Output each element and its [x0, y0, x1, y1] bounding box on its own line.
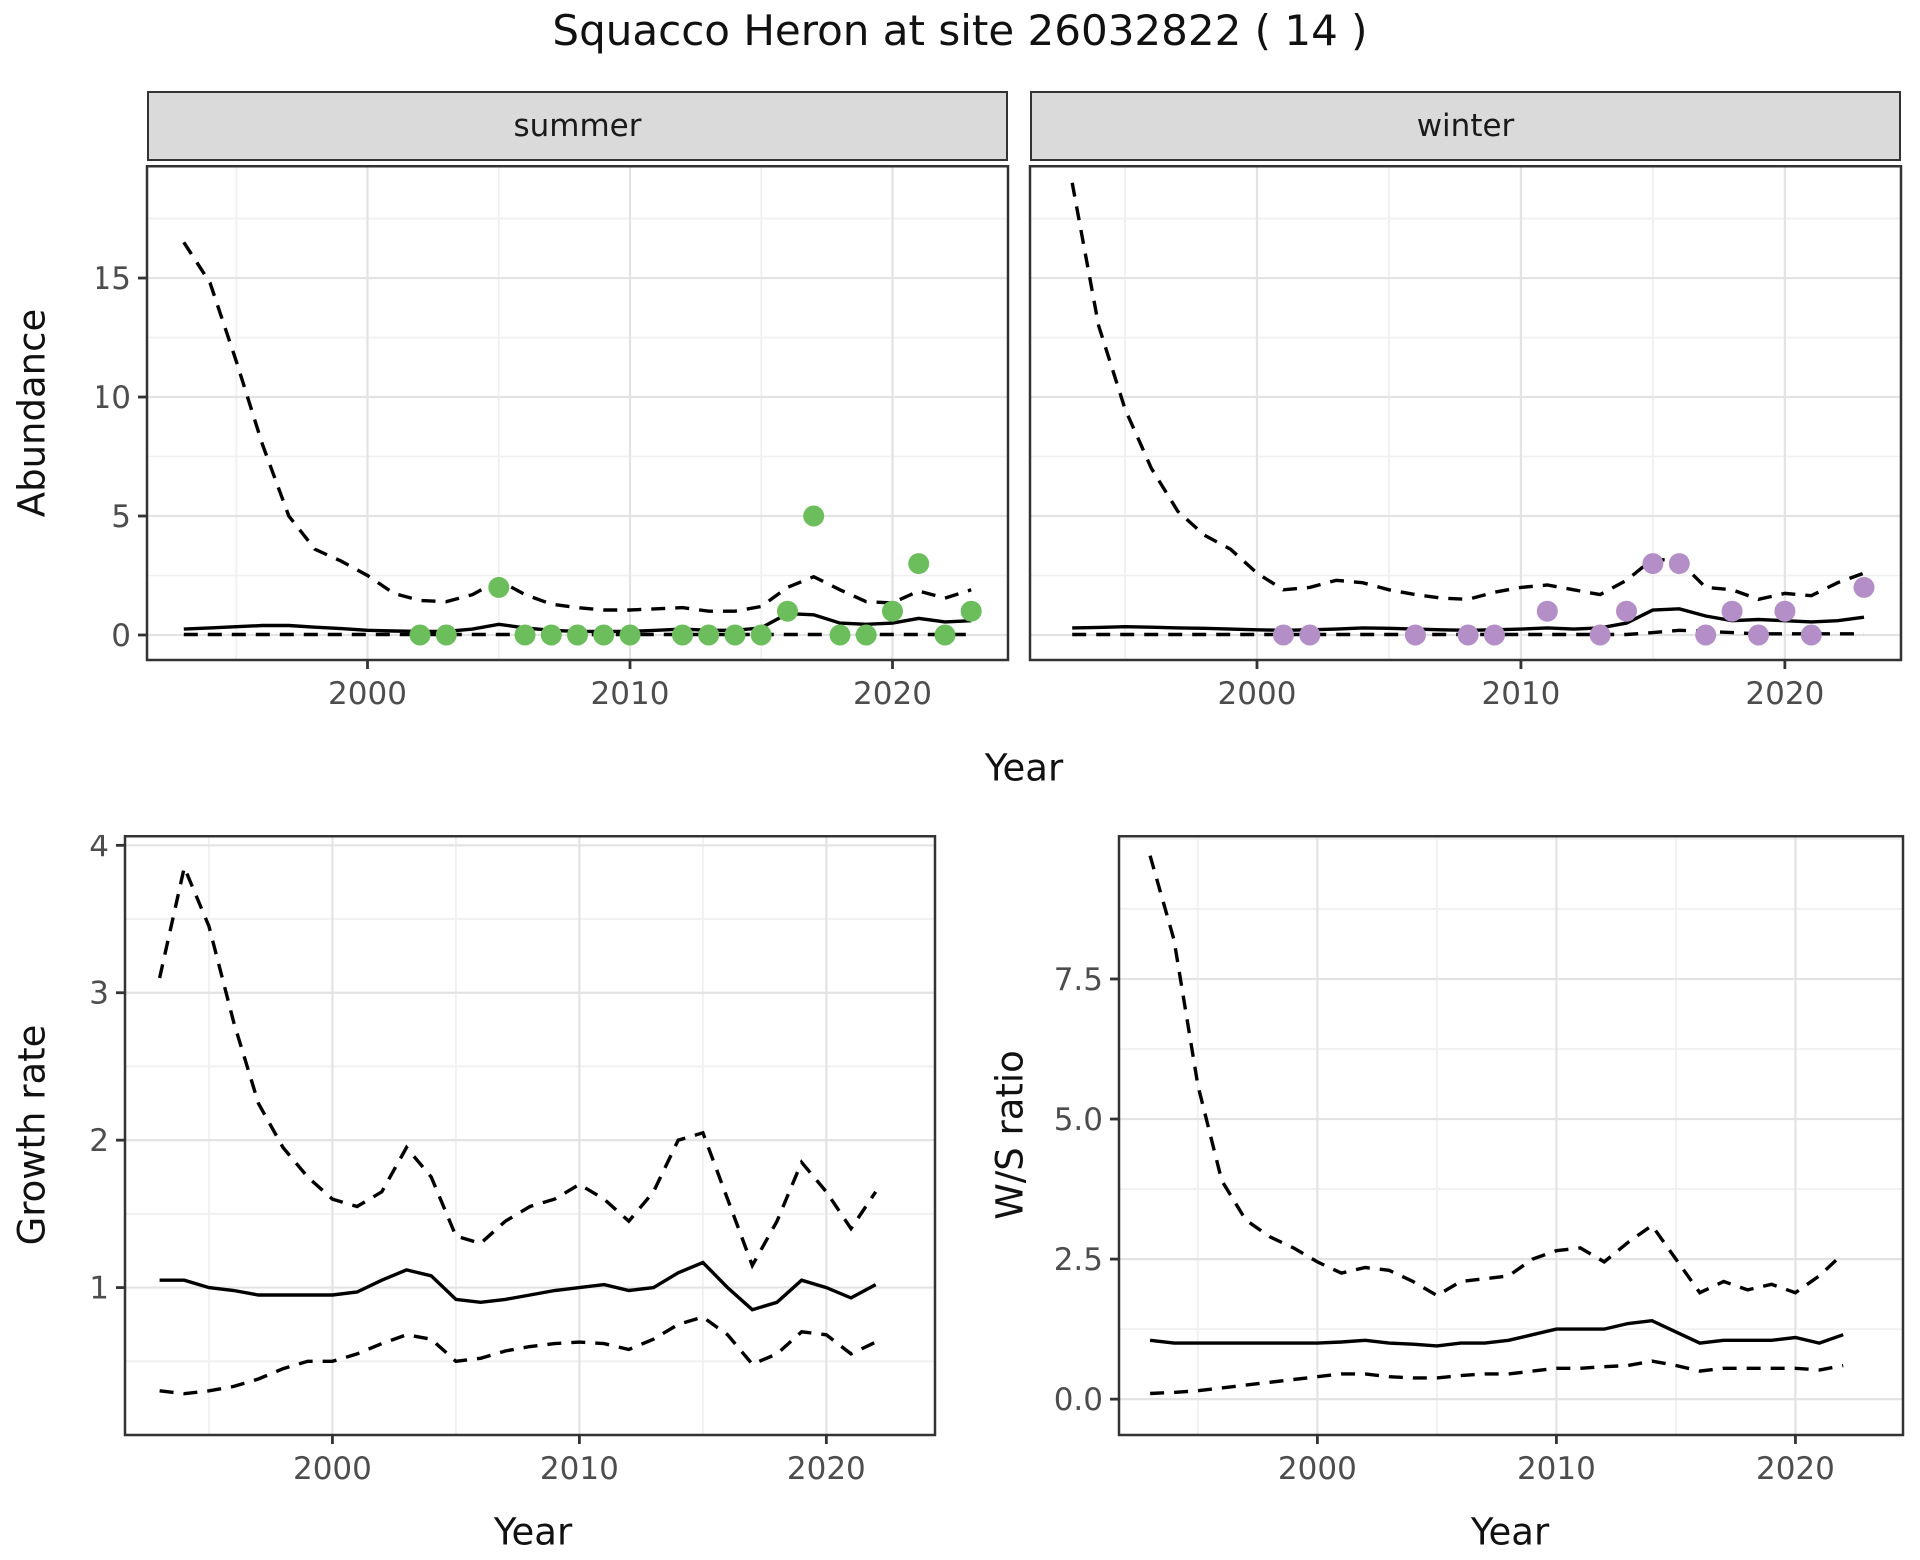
x-tick-label: 2010 [1481, 676, 1560, 712]
data-point-observed-counts-summer [882, 600, 903, 622]
data-point-observed-counts-summer [777, 600, 798, 622]
y-tick-label: 10 [97, 380, 131, 416]
x-tick-label: 2000 [1218, 676, 1297, 712]
x-tick-label: 2000 [328, 676, 407, 712]
series-median-growth-rate [159, 1260, 877, 1312]
data-point-observed-counts-summer [803, 505, 825, 527]
series-lower_95ci-growth-rate [159, 1315, 877, 1396]
data-point-observed-counts-summer [514, 624, 536, 646]
y-axis-title-abundance: Abundance [10, 308, 54, 518]
data-point-observed-counts-winter [1853, 576, 1875, 598]
y-tick-label: 5.0 [1054, 1102, 1103, 1138]
x-tick-label: 2020 [1756, 1451, 1835, 1487]
x-axis-title-year-top: Year [984, 746, 1064, 790]
y-tick-label: 0 [111, 618, 131, 654]
x-axis-title-year-ws: Year [1470, 1510, 1550, 1554]
x-tick-label: 2010 [1517, 1451, 1596, 1487]
y-tick-label: 7.5 [1054, 962, 1103, 998]
data-point-observed-counts-winter [1299, 624, 1321, 646]
data-point-observed-counts-summer [619, 624, 641, 646]
y-tick-label: 3 [89, 976, 109, 1012]
data-point-observed-counts-winter [1484, 624, 1505, 646]
data-point-observed-counts-summer [724, 624, 746, 646]
data-point-observed-counts-winter [1589, 624, 1611, 646]
panel-ws-ratio: 2000 2010 2020 0.0 2.5 5.0 7.5 [1054, 835, 1905, 1487]
facet-strip-summer-label: summer [513, 108, 642, 144]
x-tick-label: 2020 [1745, 676, 1824, 712]
panel-abundance-winter: 2000 2010 2020 [1028, 165, 1903, 712]
data-point-observed-counts-winter [1800, 624, 1822, 646]
data-point-observed-counts-summer [960, 600, 982, 622]
page-title: Squacco Heron at site 26032822 ( 14 ) [552, 6, 1368, 55]
data-point-observed-counts-summer [698, 624, 720, 646]
y-tick-label: 1 [89, 1271, 109, 1307]
series-upper_95ci-ws-ratio [1148, 855, 1845, 1298]
panel-border-ws-ratio [1117, 835, 1905, 1437]
panel-growth-rate: 2000 2010 2020 1 2 3 4 [89, 835, 937, 1487]
y-tick-label: 2.5 [1054, 1242, 1103, 1278]
data-point-observed-counts-winter [1774, 600, 1796, 622]
y-tick-label: 5 [111, 499, 131, 535]
series-lower_95ci-ws-ratio [1150, 1359, 1844, 1396]
data-point-observed-counts-summer [750, 624, 772, 646]
data-point-observed-counts-winter [1536, 600, 1558, 622]
data-point-observed-counts-summer [435, 624, 457, 646]
data-point-observed-counts-summer [488, 576, 510, 598]
series-upper_95ci-abundance-summer [182, 241, 972, 613]
data-point-observed-counts-winter [1668, 553, 1690, 575]
x-tick-label: 2000 [293, 1451, 372, 1487]
x-tick-label: 2000 [1278, 1451, 1357, 1487]
series-median-ws-ratio [1149, 1318, 1844, 1348]
x-tick-label: 2010 [540, 1451, 619, 1487]
data-point-observed-counts-winter [1695, 624, 1717, 646]
data-point-observed-counts-winter [1404, 624, 1426, 646]
facet-strip-winter-label: winter [1416, 108, 1515, 144]
panel-border-growth-rate [123, 835, 937, 1437]
data-point-observed-counts-winter [1642, 553, 1664, 575]
data-point-observed-counts-summer [593, 624, 615, 646]
panel-border-abundance-summer [145, 165, 1010, 662]
y-tick-label: 15 [97, 261, 131, 297]
y-tick-label: 0.0 [1054, 1382, 1103, 1418]
data-point-observed-counts-summer [567, 624, 588, 646]
data-point-observed-counts-summer [540, 624, 562, 646]
data-point-observed-counts-winter [1721, 600, 1743, 622]
panel-border-abundance-winter [1028, 165, 1903, 662]
data-point-observed-counts-winter [1272, 624, 1294, 646]
data-point-observed-counts-summer [855, 624, 877, 646]
y-tick-label: 4 [89, 835, 109, 864]
facet-strip-summer: summer [147, 91, 1008, 161]
data-point-observed-counts-summer [672, 624, 693, 646]
x-tick-label: 2020 [853, 676, 932, 712]
data-point-observed-counts-winter [1748, 624, 1769, 646]
data-point-observed-counts-summer [908, 553, 930, 575]
data-point-observed-counts-summer [409, 624, 431, 646]
data-point-observed-counts-summer [934, 624, 956, 646]
facet-strip-winter: winter [1030, 91, 1901, 161]
y-axis-title-growth-rate: Growth rate [10, 1024, 54, 1246]
y-tick-label: 2 [89, 1123, 109, 1159]
x-tick-label: 2020 [787, 1451, 866, 1487]
data-point-observed-counts-summer [829, 624, 851, 646]
data-point-observed-counts-winter [1457, 624, 1479, 646]
panel-abundance-summer: 2000 2010 2020 0 5 10 15 [97, 165, 1010, 712]
series-upper_95ci-abundance-winter [1070, 182, 1865, 602]
x-axis-title-year-growth: Year [493, 1510, 573, 1554]
x-tick-label: 2010 [591, 676, 670, 712]
data-point-observed-counts-winter [1616, 600, 1637, 622]
